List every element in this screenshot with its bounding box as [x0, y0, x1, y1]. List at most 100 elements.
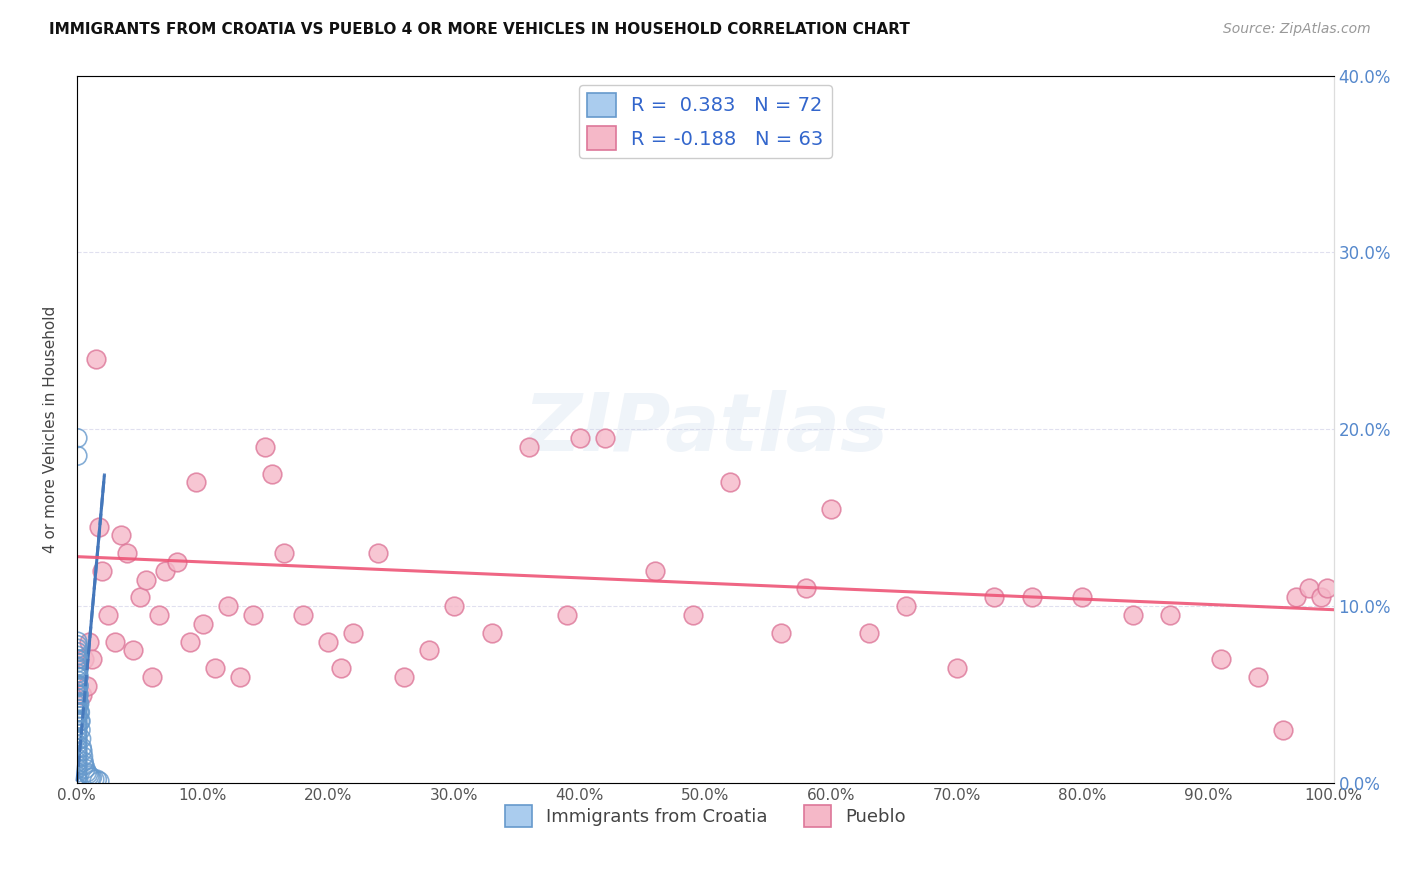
Point: [76, 765, 98, 780]
Point: [273, 546, 295, 560]
Point: [217, 599, 239, 614]
Point: [148, 607, 170, 622]
Point: [242, 607, 264, 622]
Point: [66, 755, 89, 769]
Point: [66, 656, 89, 670]
Point: [141, 670, 163, 684]
Point: [66, 733, 89, 747]
Point: [66, 691, 89, 706]
Point: [66, 723, 89, 737]
Point: [66, 645, 89, 659]
Point: [83, 772, 105, 787]
Point: [1021, 591, 1043, 605]
Point: [75, 762, 97, 776]
Point: [66, 431, 89, 445]
Point: [66, 719, 89, 733]
Point: [66, 677, 89, 691]
Point: [66, 744, 89, 758]
Point: [945, 661, 967, 675]
Point: [367, 546, 389, 560]
Text: Source: ZipAtlas.com: Source: ZipAtlas.com: [1223, 22, 1371, 37]
Point: [229, 670, 252, 684]
Point: [89, 519, 111, 533]
Text: IMMIGRANTS FROM CROATIA VS PUEBLO 4 OR MORE VEHICLES IN HOUSEHOLD CORRELATION CH: IMMIGRANTS FROM CROATIA VS PUEBLO 4 OR M…: [49, 22, 910, 37]
Point: [72, 744, 94, 758]
Point: [983, 591, 1005, 605]
Point: [66, 758, 89, 772]
Point: [91, 564, 114, 578]
Point: [66, 670, 89, 684]
Point: [70, 688, 93, 702]
Point: [67, 688, 90, 702]
Point: [66, 449, 89, 463]
Point: [115, 546, 138, 560]
Point: [820, 501, 842, 516]
Point: [66, 772, 89, 787]
Point: [1316, 582, 1339, 596]
Point: [67, 697, 90, 711]
Point: [1298, 582, 1320, 596]
Point: [77, 767, 100, 781]
Point: [66, 698, 89, 713]
Y-axis label: 4 or more Vehicles in Household: 4 or more Vehicles in Household: [44, 306, 58, 553]
Point: [66, 663, 89, 677]
Point: [66, 747, 89, 762]
Point: [73, 758, 96, 772]
Point: [66, 740, 89, 755]
Point: [70, 740, 93, 755]
Point: [204, 661, 226, 675]
Point: [66, 726, 89, 740]
Point: [80, 771, 103, 785]
Point: [67, 688, 90, 702]
Point: [80, 771, 103, 785]
Point: [896, 599, 918, 614]
Point: [644, 564, 666, 578]
Point: [316, 634, 339, 648]
Point: [682, 607, 704, 622]
Point: [392, 670, 415, 684]
Point: [70, 731, 93, 746]
Point: [67, 679, 90, 693]
Point: [481, 625, 503, 640]
Point: [76, 679, 98, 693]
Point: [66, 762, 89, 776]
Point: [568, 431, 591, 445]
Point: [292, 607, 315, 622]
Point: [718, 475, 741, 490]
Point: [1310, 591, 1333, 605]
Point: [80, 652, 103, 666]
Point: [66, 688, 89, 702]
Point: [72, 749, 94, 764]
Point: [260, 467, 283, 481]
Point: [1122, 607, 1144, 622]
Point: [110, 528, 132, 542]
Point: [66, 712, 89, 726]
Point: [858, 625, 880, 640]
Point: [67, 697, 90, 711]
Point: [135, 573, 157, 587]
Point: [1285, 591, 1308, 605]
Point: [66, 706, 89, 720]
Point: [1247, 670, 1270, 684]
Point: [66, 769, 89, 783]
Point: [66, 730, 89, 744]
Point: [73, 755, 96, 769]
Point: [79, 769, 101, 783]
Point: [66, 648, 89, 663]
Point: [66, 673, 89, 688]
Point: [66, 715, 89, 730]
Point: [66, 751, 89, 765]
Point: [66, 695, 89, 709]
Legend: Immigrants from Croatia, Pueblo: Immigrants from Croatia, Pueblo: [498, 797, 912, 834]
Point: [67, 661, 90, 675]
Point: [122, 643, 145, 657]
Point: [1071, 591, 1094, 605]
Point: [103, 634, 125, 648]
Point: [73, 652, 96, 666]
Point: [89, 774, 111, 789]
Point: [84, 351, 107, 366]
Point: [66, 638, 89, 652]
Point: [66, 684, 89, 698]
Point: [329, 661, 352, 675]
Point: [66, 634, 89, 648]
